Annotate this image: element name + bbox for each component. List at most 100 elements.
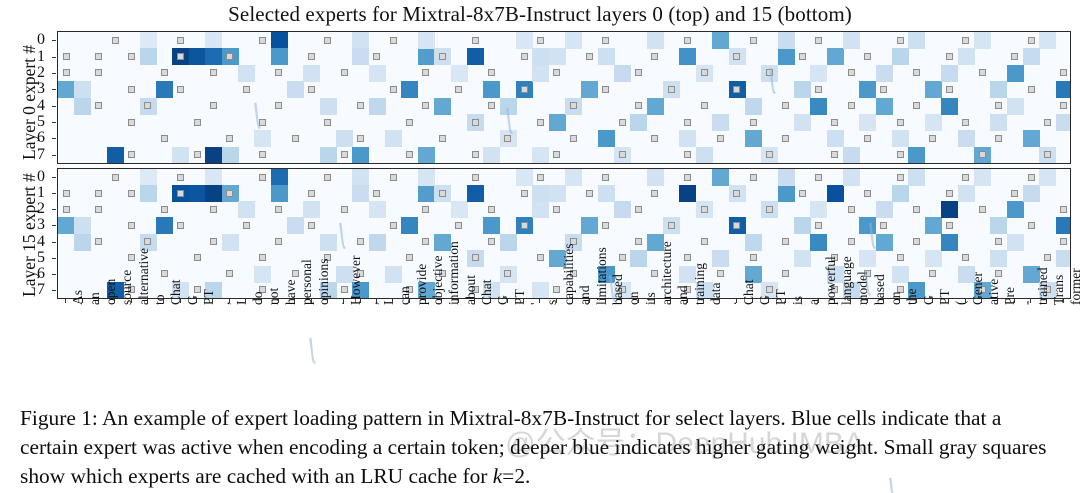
cache-marker-square (258, 151, 266, 159)
heatmap-cell (205, 281, 223, 298)
heatmap-cell (826, 130, 844, 148)
heatmap-cell (336, 265, 354, 283)
heatmap-cell (417, 281, 435, 298)
cache-marker-square (242, 85, 250, 93)
cache-marker-square (684, 36, 692, 44)
cache-marker-square (553, 205, 561, 213)
x-tick-label: to (151, 294, 167, 305)
heatmap-cell (1055, 217, 1070, 235)
figure-caption: Figure 1: An example of expert loading p… (20, 404, 1064, 491)
heatmap-cell (172, 146, 190, 163)
heatmap-cell (597, 185, 615, 203)
heatmap-cell (188, 185, 206, 203)
cache-marker-square (487, 205, 495, 213)
cache-marker-square (226, 189, 234, 197)
cache-marker-square (389, 36, 397, 44)
cache-marker-square (1043, 151, 1051, 159)
cache-marker-square (275, 205, 283, 213)
cache-marker-square (389, 173, 397, 181)
cache-marker-square (847, 69, 855, 77)
x-tick-label: ' (528, 302, 544, 305)
y-tick-mark (52, 257, 56, 259)
heatmap-cell (777, 48, 795, 66)
heatmap-cell (565, 169, 582, 186)
heatmap-cell (843, 32, 861, 49)
heatmap-cell (793, 249, 811, 267)
heatmap-cell (826, 185, 844, 203)
x-tick-label: its (642, 292, 658, 305)
cache-marker-square (864, 270, 872, 278)
cache-marker-square (308, 189, 315, 197)
heatmap-cell (744, 265, 762, 283)
heatmap-cell (254, 265, 272, 283)
cache-marker-square (193, 151, 201, 159)
cache-marker-square (569, 102, 577, 110)
x-tick-label: powerful (822, 256, 838, 305)
x-tick-mark (490, 299, 492, 303)
heatmap-cell (368, 201, 386, 219)
cache-marker-square (144, 238, 152, 246)
heatmap-cell (237, 201, 255, 219)
cache-marker-square (275, 69, 283, 77)
heatmap-cell (957, 185, 975, 203)
x-tick-mark (997, 299, 999, 303)
cache-marker-square (635, 238, 643, 246)
cache-marker-square (896, 36, 904, 44)
cache-marker-square (929, 134, 937, 142)
x-tick-label: information (446, 241, 462, 305)
cache-marker-square (684, 173, 692, 181)
heatmap-cell (499, 97, 517, 115)
x-tick-label: - (1018, 300, 1034, 306)
y-tick-label: 6 (37, 264, 45, 282)
heatmap-cell (286, 217, 304, 235)
cache-marker-square (1043, 118, 1051, 126)
cache-marker-square (749, 118, 757, 126)
heatmap-panel-layer0[interactable] (57, 31, 1071, 164)
x-tick-mark (899, 299, 901, 303)
x-tick-mark (228, 299, 230, 303)
heatmap-cell (826, 265, 844, 283)
cache-marker-square (864, 189, 872, 197)
x-tick-label: Chat (740, 279, 756, 306)
heatmap-cell (777, 185, 795, 203)
cache-marker-square (569, 238, 577, 246)
cache-marker-square (128, 189, 136, 197)
caption-line-3: gating weight. Small gray squares show w… (20, 435, 1047, 488)
cache-marker-square (913, 69, 921, 77)
cache-marker-square (1060, 205, 1068, 213)
heatmap-cell (597, 130, 615, 148)
cache-marker-square (340, 151, 348, 159)
x-tick-mark (833, 299, 835, 303)
cache-marker-square (765, 286, 773, 294)
heatmap-cell (352, 48, 370, 66)
x-tick-label: source (119, 269, 135, 305)
cache-marker-square (962, 36, 970, 44)
cache-marker-square (177, 53, 185, 61)
heatmap-cell (139, 185, 157, 203)
heatmap-cell (924, 217, 942, 235)
heatmap-cell (957, 265, 975, 283)
caption-line-2: indicate that a certain expert was activ… (20, 406, 1002, 459)
cache-marker-square (128, 221, 136, 229)
heatmap-cell (58, 217, 75, 235)
heatmap-cell (793, 217, 811, 235)
x-tick-label: G (495, 295, 511, 305)
x-tick-mark (784, 299, 786, 303)
x-tick-mark (359, 299, 361, 303)
heatmap-cell (712, 32, 730, 49)
heatmap-cell (908, 146, 926, 163)
heatmap-cell (859, 81, 877, 99)
heatmap-panel-layer15[interactable] (57, 168, 1071, 299)
cache-marker-square (291, 134, 299, 142)
cache-marker-square (455, 221, 463, 229)
heatmap-cell (532, 48, 550, 66)
heatmap-cell (875, 233, 893, 251)
cache-marker-square (798, 53, 806, 61)
x-tick-mark (261, 299, 263, 303)
cache-marker-square (553, 69, 561, 77)
heatmap-cell (744, 130, 762, 148)
heatmap-cell (434, 97, 452, 115)
cache-marker-square (684, 151, 692, 159)
y-tick-label: 7 (37, 280, 45, 298)
cache-marker-square (618, 254, 626, 262)
